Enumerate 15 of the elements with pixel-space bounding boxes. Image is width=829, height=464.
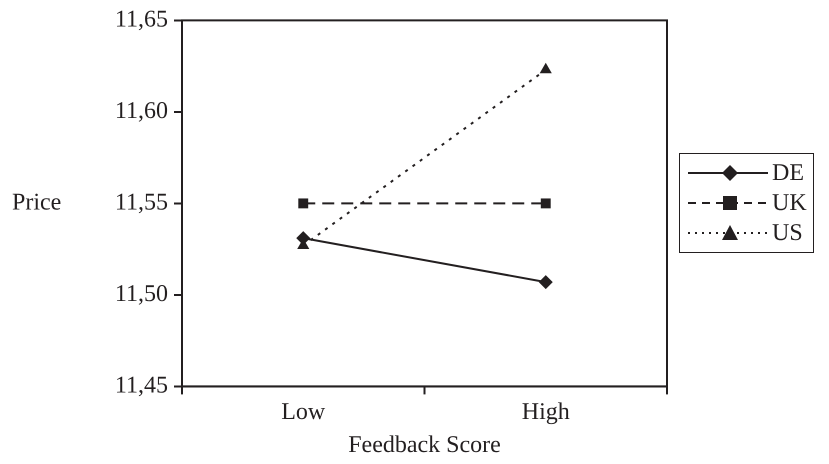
y-axis-title: Price: [12, 190, 62, 216]
y-tick-label: 11,65: [114, 6, 168, 33]
legend-label: UK: [772, 190, 807, 217]
x-tick-label: High: [522, 399, 570, 426]
y-tick-label: 11,45: [114, 372, 168, 399]
y-tick-label: 11,55: [114, 190, 168, 216]
point: [540, 198, 551, 208]
y-tick-label: 11,60: [114, 98, 168, 124]
legend-label: DE: [772, 160, 804, 187]
x-axis-title: Feedback Score: [348, 432, 501, 458]
point: [298, 198, 308, 208]
legend-label: US: [772, 220, 803, 247]
y-tick-label: 11,50: [114, 281, 168, 308]
point: [538, 275, 553, 290]
x-tick-label: Low: [281, 399, 326, 426]
